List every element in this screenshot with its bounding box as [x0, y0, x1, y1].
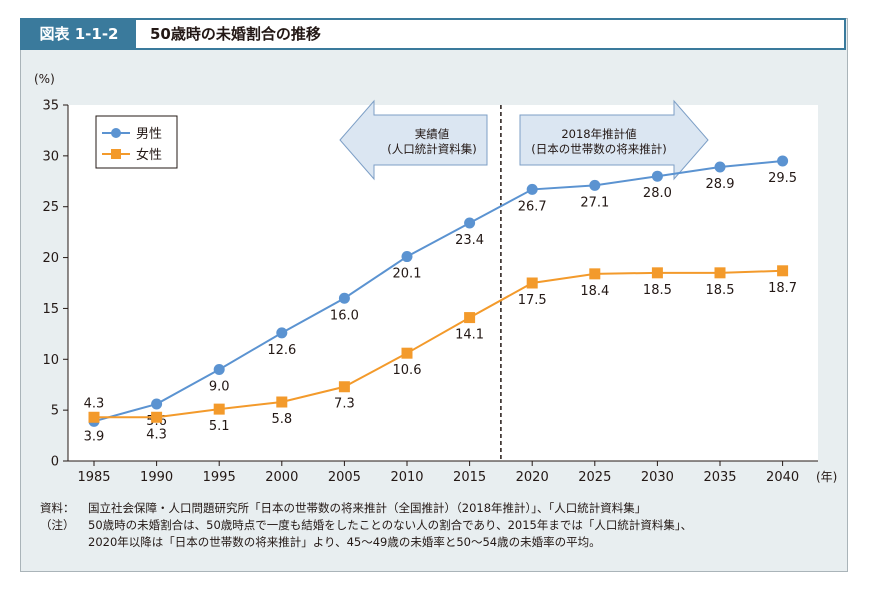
female-point [338, 381, 350, 393]
y-tick-label: 25 [42, 200, 59, 215]
notes: 資料： 国立社会保障・人口問題研究所「日本の世帯数の将来推計（全国推計）（201… [40, 500, 692, 551]
male-data-label: 28.9 [706, 177, 735, 192]
figure-title: 50歳時の未婚割合の推移 [150, 25, 321, 43]
female-data-label: 17.5 [518, 293, 547, 308]
x-tick-label: 1995 [203, 470, 236, 485]
male-point [589, 179, 601, 191]
source-note: 資料： 国立社会保障・人口問題研究所「日本の世帯数の将来推計（全国推計）（201… [40, 500, 692, 517]
x-tick-label: 1985 [77, 470, 110, 485]
x-tick-label: 2035 [703, 470, 736, 485]
male-data-label: 12.6 [267, 343, 296, 358]
male-point [651, 170, 663, 182]
male-point [276, 327, 288, 339]
male-legend-label: 男性 [136, 127, 162, 142]
female-data-label: 18.5 [643, 283, 672, 298]
male-legend-marker [111, 128, 121, 138]
female-data-label: 4.3 [146, 427, 167, 442]
female-point [777, 265, 789, 277]
x-tick-label: 2030 [641, 470, 674, 485]
y-tick-label: 35 [42, 99, 59, 114]
actual-label: 実績値 [415, 127, 450, 141]
female-point [589, 268, 601, 280]
male-point [338, 292, 350, 304]
female-point [464, 312, 476, 324]
male-point [777, 155, 789, 167]
x-tick-label: 2040 [766, 470, 799, 485]
female-data-label: 18.7 [768, 281, 797, 296]
male-data-label: 16.0 [330, 308, 359, 323]
female-data-label: 10.6 [393, 363, 422, 378]
male-data-label: 26.7 [518, 199, 547, 214]
male-data-label: 28.0 [643, 186, 672, 201]
remark-note: （注） 50歳時の未婚割合は、50歳時点で一度も結婚をしたことのない人の割合であ… [40, 517, 692, 534]
female-legend-label: 女性 [136, 147, 162, 163]
female-legend-marker [111, 149, 121, 159]
y-tick-label: 0 [51, 455, 59, 470]
female-point [88, 411, 100, 423]
male-data-label: 27.1 [580, 195, 609, 210]
x-tick-label: 2025 [578, 470, 611, 485]
projection-source: (日本の世帯数の将来推計) [531, 142, 666, 156]
female-point [526, 277, 538, 289]
male-series-line [93, 159, 783, 423]
y-axis-unit: (%) [34, 72, 55, 86]
female-point [151, 411, 163, 423]
male-data-label: 9.0 [209, 379, 230, 394]
y-tick-label: 10 [42, 353, 59, 368]
projection-arrow [519, 99, 709, 181]
remark-note-head: （注） [40, 518, 75, 532]
female-point [714, 267, 726, 279]
remark-note-text-2: 2020年以降は「日本の世帯数の将来推計」より、45～49歳の未婚率と50～54… [88, 535, 601, 549]
remark-note-text-1: 50歳時の未婚割合は、50歳時点で一度も結婚をしたことのない人の割合であり、20… [88, 518, 693, 532]
female-data-label: 18.4 [580, 284, 609, 299]
female-point [276, 396, 288, 408]
x-tick-label: 2010 [390, 470, 423, 485]
male-data-label: 29.5 [768, 171, 797, 186]
male-point [526, 183, 538, 195]
female-data-label: 7.3 [334, 397, 355, 412]
female-data-label: 5.8 [271, 412, 292, 427]
source-note-text: 国立社会保障・人口問題研究所「日本の世帯数の将来推計（全国推計）（2018年推計… [88, 501, 647, 515]
x-tick-label: 1990 [140, 470, 173, 485]
male-point [151, 398, 163, 410]
remark-note-cont: 2020年以降は「日本の世帯数の将来推計」より、45～49歳の未婚率と50～54… [40, 534, 692, 551]
actual-arrow [339, 99, 488, 181]
female-series-line [94, 269, 783, 419]
female-point [213, 403, 225, 415]
male-data-label: 20.1 [393, 267, 422, 282]
x-tick-label: 2015 [453, 470, 486, 485]
figure-header: 図表 1-1-2 50歳時の未婚割合の推移 [20, 18, 846, 50]
male-point [714, 161, 726, 173]
y-tick-label: 30 [42, 149, 59, 164]
male-point [213, 363, 225, 375]
female-data-label: 5.1 [209, 419, 230, 434]
x-tick-label: 2020 [516, 470, 549, 485]
y-tick-label: 20 [42, 251, 59, 266]
male-point [401, 251, 413, 263]
source-note-head: 資料： [40, 501, 75, 515]
figure-number: 図表 1-1-2 [22, 20, 136, 48]
male-data-label: 3.9 [84, 429, 105, 444]
female-data-label: 14.1 [455, 328, 484, 343]
x-tick-label: 2005 [328, 470, 361, 485]
female-point [651, 267, 663, 279]
male-data-label: 23.4 [455, 233, 484, 248]
x-tick-label: 2000 [265, 470, 298, 485]
y-tick-label: 15 [42, 302, 59, 317]
y-tick-label: 5 [51, 404, 59, 419]
x-axis-unit: (年) [816, 470, 837, 484]
legend-box [95, 115, 178, 169]
female-data-label: 18.5 [706, 283, 735, 298]
female-point [401, 347, 413, 359]
male-point [464, 217, 476, 229]
projection-label: 2018年推計値 [561, 127, 637, 141]
actual-source: (人口統計資料集) [387, 142, 476, 156]
female-data-label: 4.3 [84, 396, 105, 411]
